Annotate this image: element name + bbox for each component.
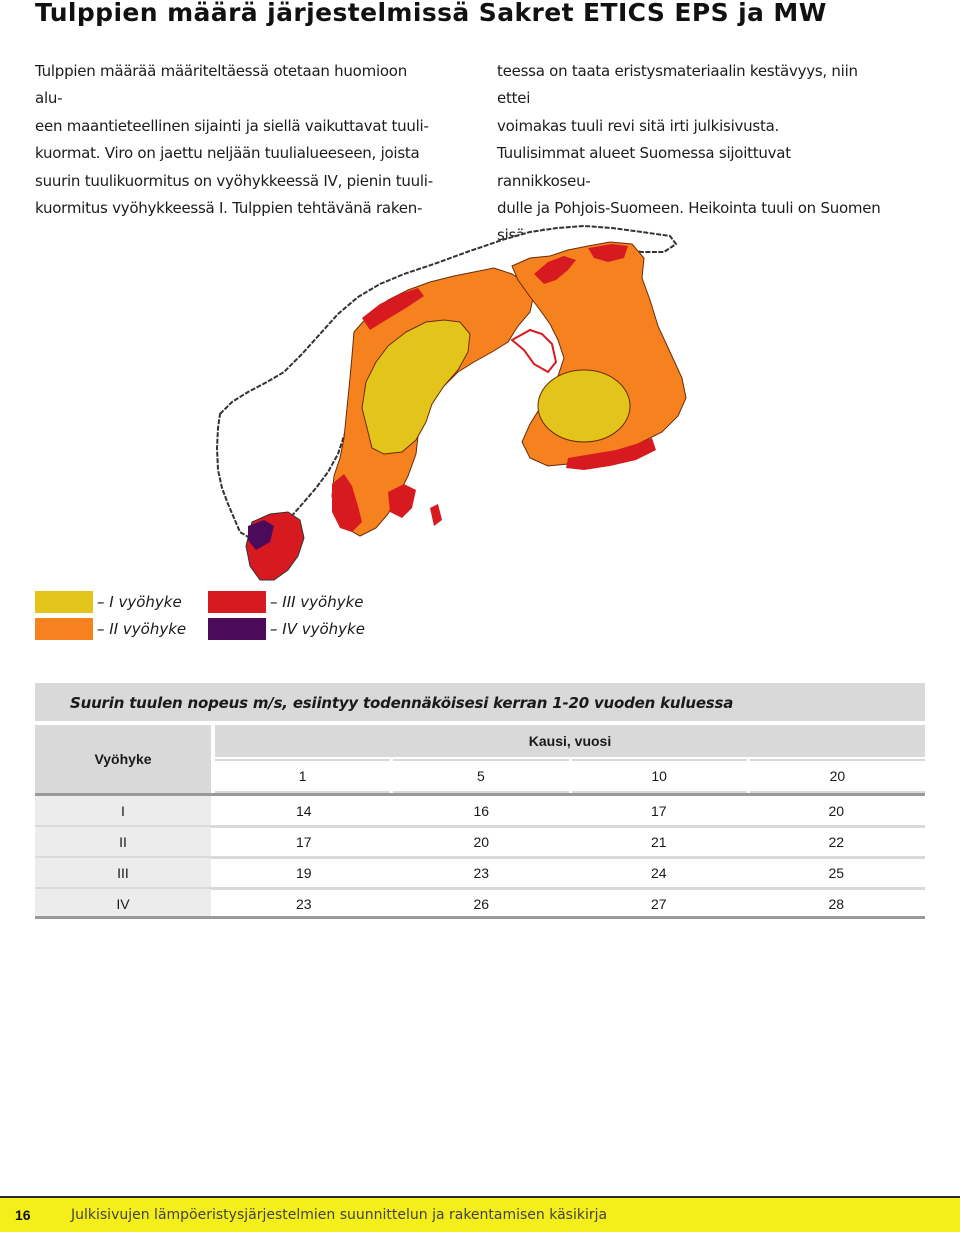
page-number: 16	[15, 1207, 31, 1223]
finland-north-zone-iii	[534, 256, 576, 284]
period-cell: 20	[749, 759, 925, 793]
page-footer: 16 Julkisivujen lämpöeristysjärjestelmie…	[0, 1196, 960, 1232]
text-line: kuormat. Viro on jaettu neljään tuulialu…	[35, 144, 420, 163]
value-cell: 20	[828, 802, 845, 819]
sweden-east-zone-iii	[388, 484, 416, 518]
value-cell: 14	[295, 802, 312, 819]
value-cell: 21	[650, 833, 667, 850]
denmark-zone-iv	[248, 520, 274, 550]
table-row: II 17 20 21 22	[35, 827, 925, 856]
legend-item-zone-iii: – III vyöhyke	[208, 590, 364, 614]
value-cell: 24	[650, 864, 667, 881]
finland-east-zone-iii	[588, 244, 628, 262]
legend-item-zone-i: – I vyöhyke	[35, 590, 182, 614]
legend-label: – II vyöhyke	[97, 620, 187, 638]
text-line: Tuulisimmat alueet Suomessa sijoittuvat …	[497, 144, 791, 190]
table-title: Suurin tuulen nopeus m/s, esiintyy toden…	[35, 683, 925, 723]
value-cell: 17	[295, 833, 312, 850]
value-cell: 19	[295, 864, 312, 881]
value-cell: 22	[828, 833, 845, 850]
finland-zone-i	[537, 369, 631, 443]
text-line: kuormitus vyöhykkeessä I. Tulppien tehtä…	[35, 199, 423, 218]
value-cell: 26	[473, 895, 490, 912]
legend-swatch	[35, 591, 93, 613]
legend-swatch	[35, 618, 93, 640]
row-divider	[35, 887, 925, 890]
table-row: IV 23 26 27 28	[35, 889, 925, 918]
zone-column-header: Vyöhyke	[35, 725, 211, 793]
zone-cell: IV	[35, 889, 211, 918]
sweden-northwest-zone-iii	[362, 288, 424, 330]
legend-label: – IV vyöhyke	[270, 620, 365, 638]
table-row: I 14 16 17 20	[35, 796, 925, 825]
table-row: III 19 23 24 25	[35, 858, 925, 887]
gulf-of-bothnia	[510, 328, 558, 374]
period-cell: 10	[571, 759, 747, 793]
legend-item-zone-iv: – IV vyöhyke	[208, 617, 365, 641]
text-line: suurin tuulikuormitus on vyöhykkeessä IV…	[35, 171, 433, 190]
zone-cell: II	[35, 827, 211, 856]
body-text-column-1: Tulppien määrää määriteltäessä otetaan h…	[35, 58, 435, 222]
value-cell: 27	[650, 895, 667, 912]
footer-title: Julkisivujen lämpöeristysjärjestelmien s…	[71, 1207, 608, 1223]
text-line: Tulppien määrää määriteltäessä otetaan h…	[35, 62, 407, 108]
header-separator	[35, 793, 925, 796]
period-cell: 5	[393, 759, 569, 793]
period-header-row: 1 5 10 20	[215, 759, 925, 793]
wind-zone-map	[215, 224, 687, 581]
text-line: teessa on taata eristysmateriaalin kestä…	[497, 62, 858, 108]
page-title: Tulppien määrä järjestelmissä Sakret ETI…	[35, 0, 827, 27]
finland-south-zone-iii	[566, 438, 656, 470]
value-cell: 20	[473, 833, 490, 850]
sweden-south-zone-iii	[332, 474, 362, 532]
period-cell: 1	[215, 759, 391, 793]
legend-swatch	[208, 618, 266, 640]
legend-label: – I vyöhyke	[97, 593, 182, 611]
value-cell: 23	[295, 895, 312, 912]
text-line: een maantieteellinen sijainti ja siellä …	[35, 116, 429, 135]
row-divider	[35, 856, 925, 859]
zone-cell: I	[35, 796, 211, 825]
value-cell: 23	[473, 864, 490, 881]
text-line: voimakas tuuli revi sitä irti julkisivus…	[497, 116, 780, 135]
legend-item-zone-ii: – II vyöhyke	[35, 617, 186, 641]
gotland-zone-iii	[430, 504, 442, 526]
legend-swatch	[208, 591, 266, 613]
legend-label: – III vyöhyke	[270, 593, 364, 611]
value-cell: 28	[828, 895, 845, 912]
zone-cell: III	[35, 858, 211, 887]
text-line: dulle ja Pohjois-Suomeen. Heikointa tuul…	[497, 199, 881, 218]
period-column-header: Kausi, vuosi	[215, 725, 925, 757]
table-bottom-rule	[35, 916, 925, 919]
value-cell: 17	[650, 802, 667, 819]
sweden-zone-i	[361, 319, 471, 455]
value-cell: 16	[473, 802, 490, 819]
row-divider	[35, 825, 925, 828]
value-cell: 25	[828, 864, 845, 881]
